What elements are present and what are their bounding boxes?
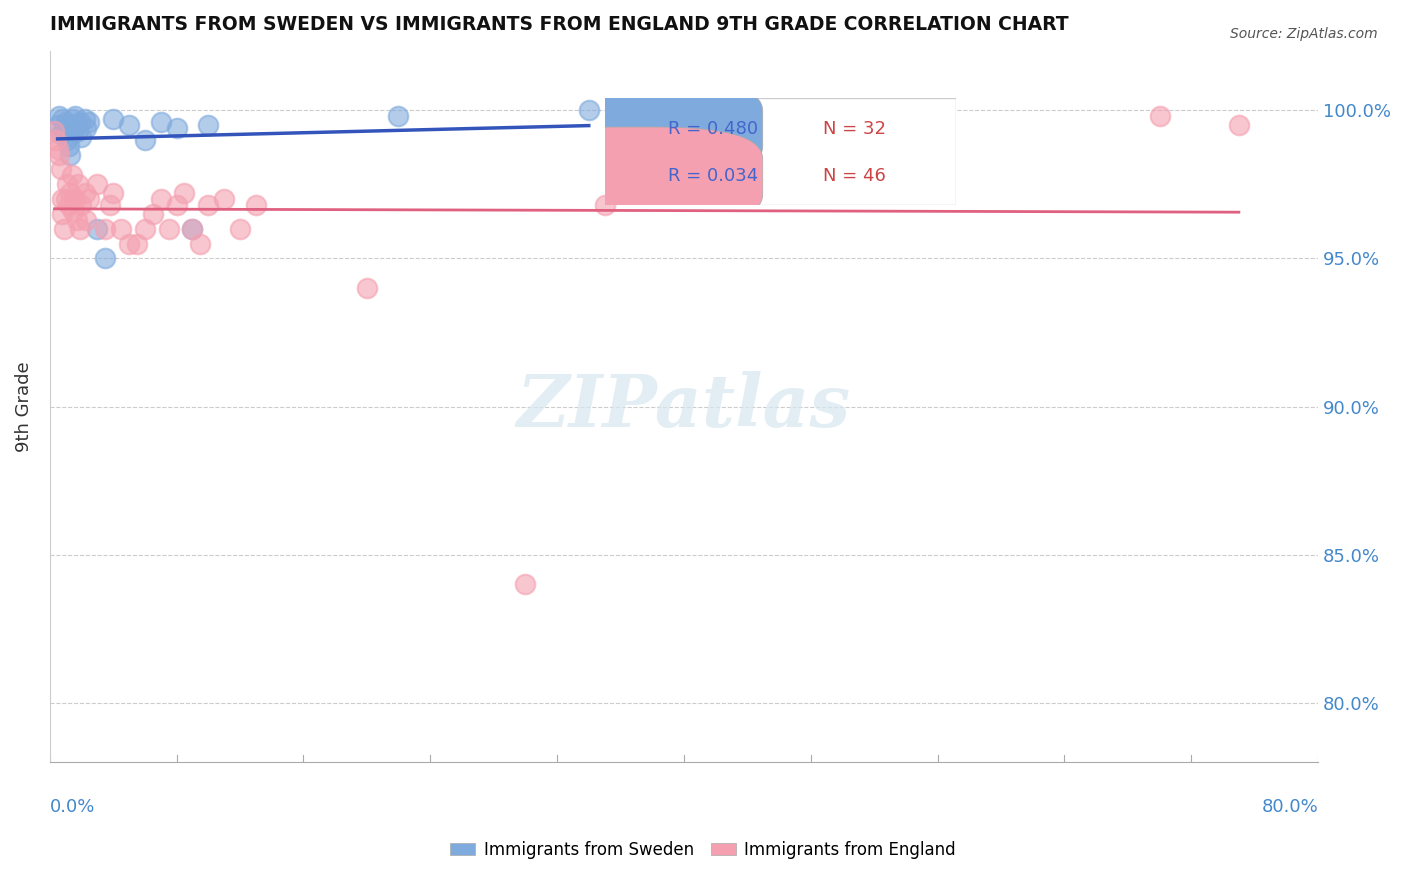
Point <box>94 221 117 235</box>
Point <box>149 115 172 129</box>
Point <box>86 221 108 235</box>
Point <box>48 109 70 123</box>
Point <box>55 120 77 135</box>
Point <box>46 118 69 132</box>
Point <box>149 192 172 206</box>
Point <box>51 112 73 126</box>
Point <box>51 192 73 206</box>
Point <box>197 118 219 132</box>
Point <box>46 142 69 156</box>
Point <box>593 198 616 212</box>
Point <box>387 109 409 123</box>
Point <box>44 124 66 138</box>
Point <box>70 129 93 144</box>
Point <box>578 103 600 117</box>
Point <box>56 133 79 147</box>
Point <box>142 207 165 221</box>
Point <box>45 133 67 147</box>
Point <box>59 186 82 200</box>
Point <box>134 221 156 235</box>
Point <box>48 147 70 161</box>
Point <box>212 192 235 206</box>
Point <box>55 115 77 129</box>
Point <box>75 120 97 135</box>
Point <box>1227 118 1250 132</box>
Point <box>356 281 378 295</box>
Point <box>58 138 80 153</box>
Point <box>166 198 188 212</box>
Point <box>157 221 180 235</box>
Text: R = 0.034: R = 0.034 <box>668 168 758 186</box>
Point <box>55 192 77 206</box>
Point <box>86 178 108 192</box>
Point <box>69 221 91 235</box>
Point <box>60 127 83 141</box>
Point <box>110 221 132 235</box>
Point <box>515 577 537 591</box>
Point <box>118 118 141 132</box>
Point <box>73 112 96 126</box>
Point <box>75 212 97 227</box>
Point <box>229 221 252 235</box>
Point <box>98 198 121 212</box>
Text: Source: ZipAtlas.com: Source: ZipAtlas.com <box>1230 27 1378 41</box>
Legend: Immigrants from Sweden, Immigrants from England: Immigrants from Sweden, Immigrants from … <box>444 835 962 866</box>
Y-axis label: 9th Grade: 9th Grade <box>15 361 32 452</box>
Point <box>58 198 80 212</box>
Text: R = 0.480: R = 0.480 <box>668 120 758 138</box>
Point <box>60 169 83 183</box>
FancyBboxPatch shape <box>605 98 956 205</box>
Point <box>52 124 75 138</box>
Point <box>62 120 84 135</box>
Point <box>49 162 72 177</box>
Point <box>52 221 75 235</box>
FancyBboxPatch shape <box>510 127 762 227</box>
Point <box>70 198 93 212</box>
Point <box>101 112 124 126</box>
Point <box>65 212 87 227</box>
Point <box>69 115 91 129</box>
Text: N = 32: N = 32 <box>823 120 886 138</box>
Point <box>65 118 87 132</box>
Text: 0.0%: 0.0% <box>49 797 96 816</box>
Point <box>63 109 86 123</box>
FancyBboxPatch shape <box>510 78 762 178</box>
Point <box>62 203 84 218</box>
Text: N = 46: N = 46 <box>823 168 886 186</box>
Point <box>94 252 117 266</box>
Point <box>101 186 124 200</box>
Point <box>245 198 267 212</box>
Point <box>62 112 84 126</box>
Point <box>188 236 211 251</box>
Point <box>49 127 72 141</box>
Point <box>1149 109 1171 123</box>
Text: ZIPatlas: ZIPatlas <box>517 371 851 442</box>
Point <box>166 120 188 135</box>
Point <box>67 178 90 192</box>
Point <box>59 147 82 161</box>
Point <box>63 192 86 206</box>
Point <box>79 192 101 206</box>
Point <box>181 221 204 235</box>
Point <box>181 221 204 235</box>
Point <box>134 133 156 147</box>
Point <box>197 198 219 212</box>
Point <box>56 178 79 192</box>
Point <box>173 186 195 200</box>
Text: 80.0%: 80.0% <box>1261 797 1319 816</box>
Point <box>73 186 96 200</box>
Point <box>51 207 73 221</box>
Point <box>67 124 90 138</box>
Point <box>79 115 101 129</box>
Point <box>125 236 148 251</box>
Point <box>118 236 141 251</box>
Text: IMMIGRANTS FROM SWEDEN VS IMMIGRANTS FROM ENGLAND 9TH GRADE CORRELATION CHART: IMMIGRANTS FROM SWEDEN VS IMMIGRANTS FRO… <box>49 15 1069 34</box>
